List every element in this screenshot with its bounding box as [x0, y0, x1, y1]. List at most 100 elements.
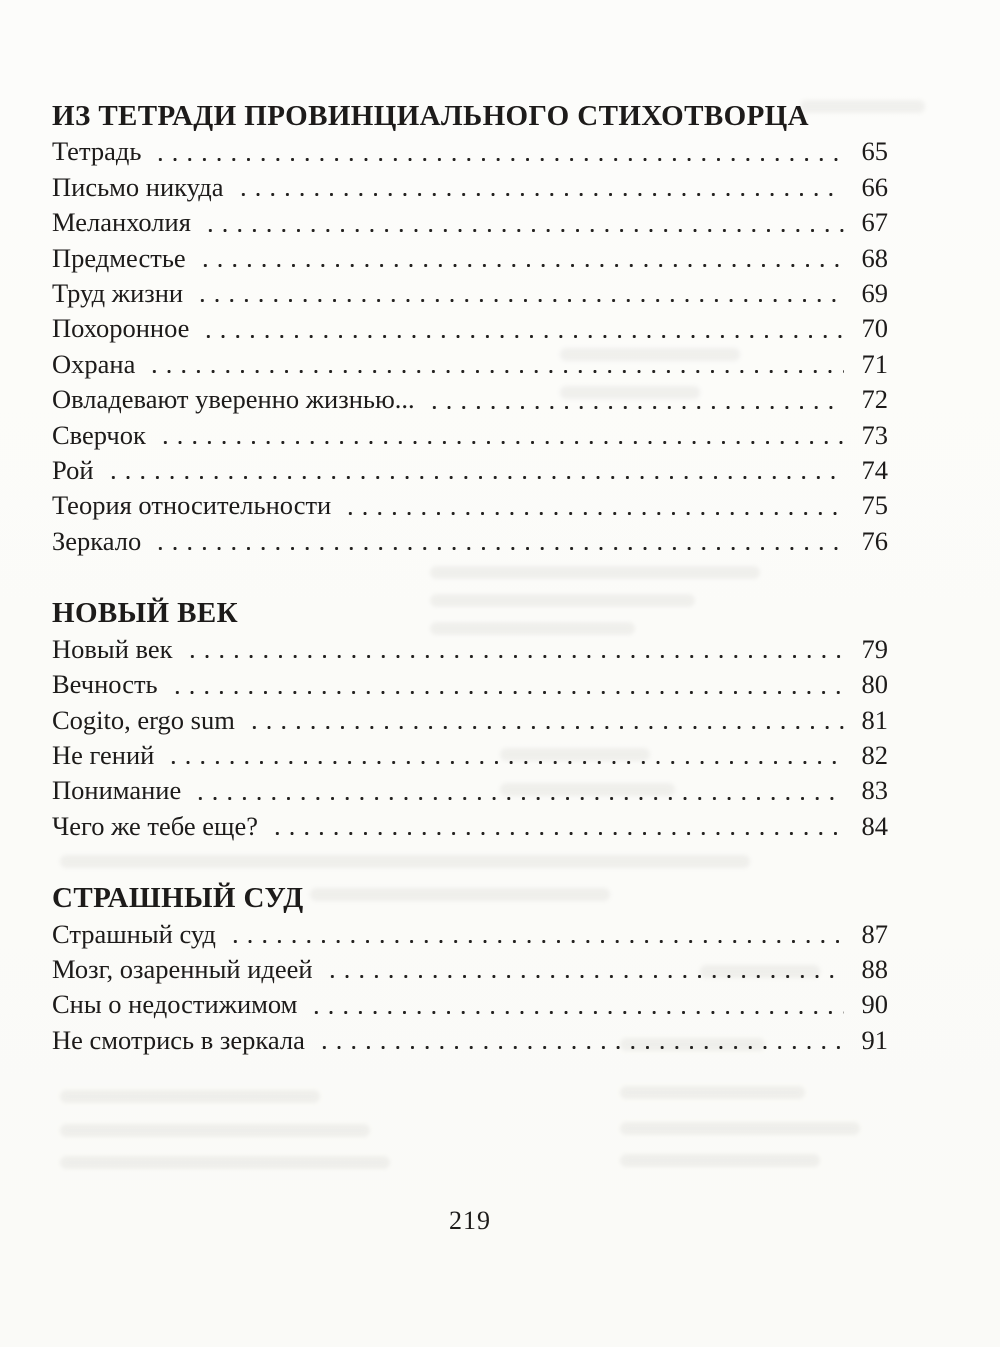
- toc-entry-title: Мозг, озаренный идеей: [52, 953, 313, 984]
- toc-entry-page: 84: [861, 810, 889, 841]
- toc-entry-page: 79: [861, 633, 889, 664]
- toc-entry-title: Письмо никуда: [52, 171, 224, 202]
- toc-entry-title: Рой: [52, 455, 94, 486]
- page-number: 219: [449, 1206, 491, 1235]
- toc-entry: Мозг, озаренный идеей 88: [52, 952, 888, 987]
- toc-entry-title: Труд жизни: [52, 278, 184, 309]
- toc-entry-list: Тетрадь 65 Письмо никуда 66 Меланхолия 6…: [52, 134, 888, 559]
- dot-leader: [184, 655, 844, 659]
- dot-leader: [202, 228, 844, 232]
- dot-leader: [316, 1046, 844, 1050]
- toc-entry-page: 88: [861, 953, 889, 984]
- dot-leader: [227, 939, 844, 943]
- dot-leader: [343, 511, 844, 515]
- bleedthrough-artifact: [310, 888, 610, 901]
- dot-leader: [147, 370, 844, 374]
- toc-entry-title: Сны о недостижимом: [52, 989, 298, 1020]
- toc-section: СТРАШНЫЙ СУД Страшный суд 87 Мозг, озаре…: [52, 881, 888, 1058]
- toc-entry-title: Новый век: [52, 633, 173, 664]
- toc-entry-title: Теория относительности: [52, 490, 332, 521]
- dot-leader: [246, 725, 844, 729]
- toc-entry-page: 75: [861, 490, 889, 521]
- toc-entry: Меланхолия 67: [52, 205, 888, 240]
- toc-entry-page: 69: [861, 278, 889, 309]
- toc-entry: Вечность 80: [52, 667, 888, 702]
- toc-entry: Труд жизни 69: [52, 276, 888, 311]
- toc-entry: Страшный суд 87: [52, 917, 888, 952]
- dot-leader: [105, 476, 844, 480]
- bleedthrough-artifact: [560, 386, 700, 399]
- toc-entry-title: Меланхолия: [52, 207, 191, 238]
- toc-entry-title: Зеркало: [52, 525, 142, 556]
- bleedthrough-artifact: [430, 566, 760, 579]
- toc-entry-title: Сверчок: [52, 419, 146, 450]
- bleedthrough-artifact: [620, 1086, 805, 1099]
- section-title: НОВЫЙ ВЕК: [52, 597, 239, 630]
- toc-entry: Не гений 82: [52, 738, 888, 773]
- dot-leader: [153, 547, 844, 551]
- toc-entry: Охрана 71: [52, 347, 888, 382]
- toc-entry: Новый век 79: [52, 632, 888, 667]
- dot-leader: [157, 441, 844, 445]
- toc-entry: Сны о недостижимом 90: [52, 987, 888, 1022]
- section-title: СТРАШНЫЙ СУД: [52, 882, 304, 915]
- bleedthrough-artifact: [700, 965, 820, 978]
- toc-entry-page: 72: [861, 384, 889, 415]
- dot-leader: [195, 299, 844, 303]
- toc-entry-page: 73: [861, 419, 889, 450]
- toc-entry-list: Новый век 79 Вечность 80 Cogito, ergo su…: [52, 632, 888, 844]
- toc-entry: Понимание 83: [52, 773, 888, 808]
- dot-leader: [169, 690, 844, 694]
- toc-entry: Письмо никуда 66: [52, 170, 888, 205]
- dot-leader: [193, 796, 844, 800]
- dot-leader: [269, 832, 844, 836]
- toc-entry-page: 83: [861, 775, 889, 806]
- toc-entry-page: 81: [861, 704, 889, 735]
- toc-entry: Похоронное 70: [52, 311, 888, 346]
- dot-leader: [166, 761, 844, 765]
- toc-entry-title: Овладевают уверенно жизнью...: [52, 384, 415, 415]
- dot-leader: [426, 405, 844, 409]
- toc-entry: Теория относительности 75: [52, 488, 888, 523]
- bleedthrough-artifact: [620, 1154, 820, 1167]
- toc-entry-title: Не гений: [52, 739, 155, 770]
- toc-entry-page: 87: [861, 918, 889, 949]
- bleedthrough-artifact: [800, 100, 925, 113]
- toc-entry-title: Cogito, ergo sum: [52, 704, 235, 735]
- table-of-contents: ИЗ ТЕТРАДИ ПРОВИНЦИАЛЬНОГО СТИХОТВОРЦА Т…: [52, 0, 888, 1058]
- toc-entry-page: 71: [861, 348, 889, 379]
- toc-entry: Сверчок 73: [52, 418, 888, 453]
- toc-entry: Чего же тебе еще? 84: [52, 809, 888, 844]
- toc-entry-page: 68: [861, 242, 889, 273]
- toc-entry: Не смотрись в зеркала 91: [52, 1023, 888, 1058]
- toc-entry-title: Вечность: [52, 669, 158, 700]
- toc-entry-title: Предместье: [52, 242, 186, 273]
- bleedthrough-artifact: [60, 1156, 390, 1169]
- toc-entry-page: 66: [861, 171, 889, 202]
- dot-leader: [201, 334, 844, 338]
- toc-entry: Тетрадь 65: [52, 134, 888, 169]
- toc-entry-title: Страшный суд: [52, 918, 216, 949]
- toc-entry-page: 67: [861, 207, 889, 238]
- toc-entry-title: Тетрадь: [52, 136, 142, 167]
- bleedthrough-artifact: [430, 622, 635, 635]
- toc-entry-page: 90: [861, 989, 889, 1020]
- bleedthrough-artifact: [500, 748, 650, 761]
- dot-leader: [197, 264, 844, 268]
- toc-entry-page: 91: [861, 1024, 889, 1055]
- bleedthrough-artifact: [60, 855, 750, 868]
- toc-entry-title: Похоронное: [52, 313, 190, 344]
- bleedthrough-artifact: [500, 783, 675, 796]
- toc-entry-page: 76: [861, 525, 889, 556]
- section-title: ИЗ ТЕТРАДИ ПРОВИНЦИАЛЬНОГО СТИХОТВОРЦА: [52, 100, 809, 132]
- dot-leader: [324, 975, 844, 979]
- toc-section: НОВЫЙ ВЕК Новый век 79 Вечность 80 Cogit…: [52, 596, 888, 844]
- bleedthrough-artifact: [60, 1124, 370, 1137]
- toc-entry-title: Не смотрись в зеркала: [52, 1024, 305, 1055]
- toc-entry-page: 80: [861, 669, 889, 700]
- toc-entry-page: 74: [861, 455, 889, 486]
- toc-entry-title: Охрана: [52, 348, 136, 379]
- bleedthrough-artifact: [430, 594, 695, 607]
- toc-entry: Cogito, ergo sum 81: [52, 703, 888, 738]
